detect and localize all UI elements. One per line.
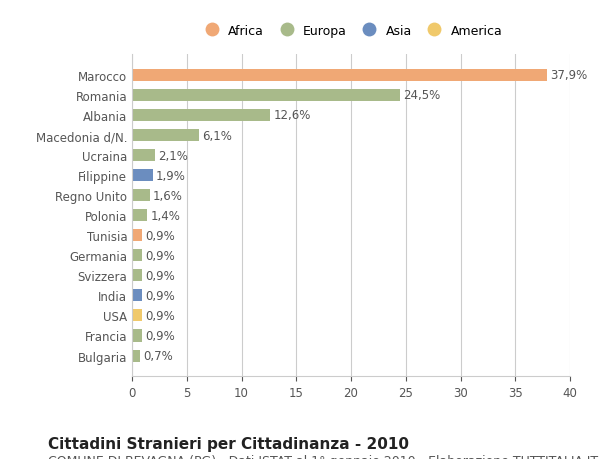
Legend: Africa, Europa, Asia, America: Africa, Europa, Asia, America — [194, 20, 508, 43]
Bar — [132, 250, 142, 262]
Text: 1,4%: 1,4% — [151, 209, 181, 222]
Text: 0,9%: 0,9% — [145, 269, 175, 282]
Text: COMUNE DI BEVAGNA (PG) - Dati ISTAT al 1° gennaio 2010 - Elaborazione TUTTITALIA: COMUNE DI BEVAGNA (PG) - Dati ISTAT al 1… — [48, 454, 598, 459]
Text: 1,9%: 1,9% — [156, 169, 186, 182]
Text: 0,9%: 0,9% — [145, 289, 175, 302]
Bar — [132, 70, 547, 82]
Text: 0,9%: 0,9% — [145, 329, 175, 342]
Text: 12,6%: 12,6% — [273, 109, 311, 122]
Text: 2,1%: 2,1% — [158, 149, 188, 162]
Bar — [132, 130, 199, 142]
Text: 0,9%: 0,9% — [145, 249, 175, 262]
Bar — [132, 290, 142, 302]
Text: 37,9%: 37,9% — [550, 69, 587, 82]
Text: 24,5%: 24,5% — [404, 89, 441, 102]
Bar — [132, 310, 142, 322]
Bar — [132, 210, 148, 222]
Bar — [132, 150, 155, 162]
Bar — [132, 330, 142, 342]
Bar — [132, 110, 270, 122]
Text: 0,7%: 0,7% — [143, 349, 173, 362]
Text: 0,9%: 0,9% — [145, 229, 175, 242]
Text: Cittadini Stranieri per Cittadinanza - 2010: Cittadini Stranieri per Cittadinanza - 2… — [48, 436, 409, 451]
Bar — [132, 190, 149, 202]
Bar — [132, 350, 140, 362]
Bar — [132, 230, 142, 242]
Bar — [132, 170, 153, 182]
Bar — [132, 90, 400, 102]
Text: 6,1%: 6,1% — [202, 129, 232, 142]
Text: 1,6%: 1,6% — [153, 189, 182, 202]
Bar — [132, 270, 142, 282]
Text: 0,9%: 0,9% — [145, 309, 175, 322]
